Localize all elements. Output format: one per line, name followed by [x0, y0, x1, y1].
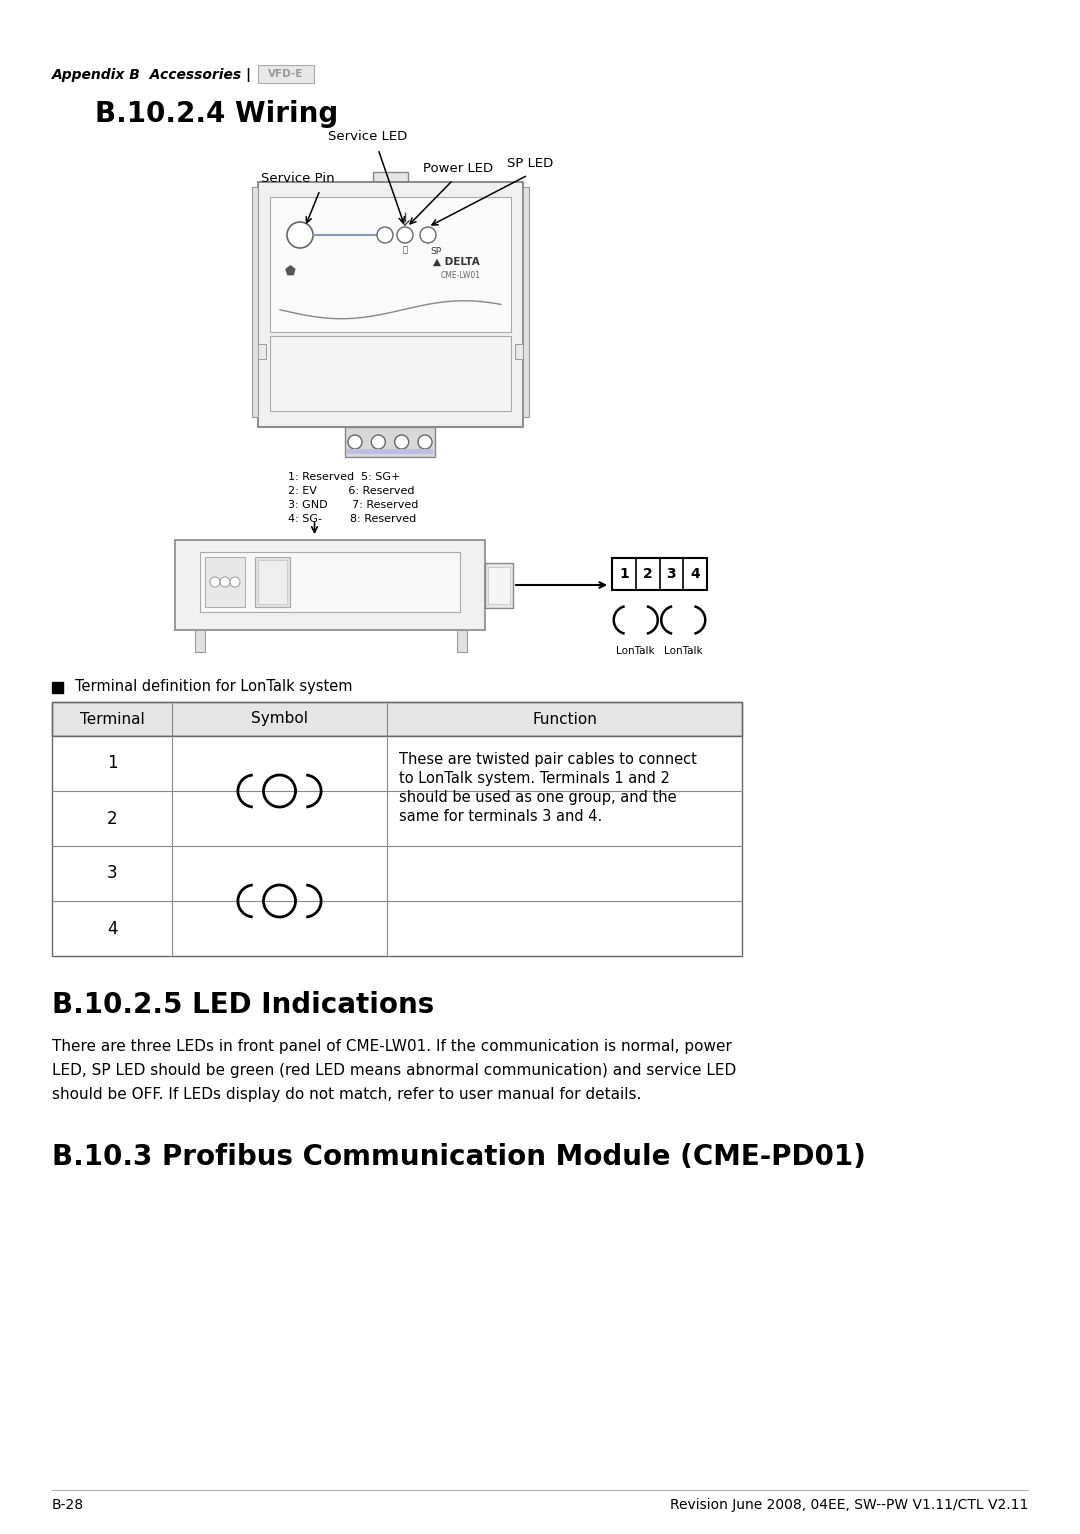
- Circle shape: [420, 227, 436, 242]
- Circle shape: [348, 436, 362, 449]
- Bar: [255, 557, 291, 607]
- Text: 2: EV         6: Reserved: 2: EV 6: Reserved: [288, 486, 415, 495]
- Circle shape: [397, 227, 413, 242]
- Bar: [270, 196, 511, 331]
- Circle shape: [210, 577, 220, 588]
- Bar: [515, 344, 523, 359]
- Text: 3: 3: [666, 568, 676, 581]
- Bar: [52, 703, 742, 736]
- Bar: [52, 736, 742, 956]
- Circle shape: [418, 436, 432, 449]
- Text: SP: SP: [430, 247, 441, 256]
- Bar: [485, 563, 513, 607]
- Text: B.10.2.4 Wiring: B.10.2.4 Wiring: [95, 100, 338, 127]
- Text: should be used as one group, and the: should be used as one group, and the: [399, 790, 677, 805]
- Circle shape: [220, 577, 230, 588]
- Text: LED, SP LED should be green (red LED means abnormal communication) and service L: LED, SP LED should be green (red LED mea…: [52, 1063, 737, 1078]
- Text: Service Pin: Service Pin: [261, 172, 335, 186]
- Text: There are three LEDs in front panel of CME-LW01. If the communication is normal,: There are three LEDs in front panel of C…: [52, 1039, 732, 1054]
- Text: 2: 2: [643, 568, 652, 581]
- Text: Terminal definition for LonTalk system: Terminal definition for LonTalk system: [75, 680, 352, 695]
- Bar: [175, 540, 485, 630]
- Text: Function: Function: [532, 712, 597, 727]
- Text: CME-LW01: CME-LW01: [441, 270, 481, 279]
- Text: VFD-E: VFD-E: [268, 69, 303, 78]
- Text: 2: 2: [107, 810, 118, 827]
- Text: B-28: B-28: [52, 1499, 84, 1513]
- Bar: [258, 183, 523, 426]
- Text: LonTalk: LonTalk: [664, 646, 703, 657]
- Circle shape: [394, 436, 408, 449]
- Text: Power LED: Power LED: [423, 163, 494, 175]
- Bar: [252, 187, 258, 417]
- Bar: [258, 64, 314, 83]
- Text: B.10.3 Profibus Communication Module (CME-PD01): B.10.3 Profibus Communication Module (CM…: [52, 1143, 866, 1170]
- Bar: [347, 449, 433, 454]
- Text: 4: 4: [690, 568, 700, 581]
- Bar: [345, 426, 435, 457]
- Text: Symbol: Symbol: [251, 712, 308, 727]
- Text: should be OFF. If LEDs display do not match, refer to user manual for details.: should be OFF. If LEDs display do not ma…: [52, 1088, 642, 1101]
- Bar: [205, 557, 245, 607]
- Circle shape: [377, 227, 393, 242]
- Bar: [195, 630, 205, 652]
- Bar: [52, 683, 63, 693]
- Bar: [258, 560, 287, 604]
- Bar: [258, 344, 266, 359]
- Bar: [52, 703, 742, 736]
- Text: ⓪: ⓪: [403, 245, 407, 255]
- Text: Appendix B  Accessories |: Appendix B Accessories |: [52, 67, 252, 81]
- Text: Service LED: Service LED: [328, 130, 407, 143]
- Text: SP LED: SP LED: [507, 156, 553, 170]
- Text: 4: 4: [107, 919, 118, 937]
- Text: LonTalk: LonTalk: [617, 646, 656, 657]
- Text: 3: GND       7: Reserved: 3: GND 7: Reserved: [288, 500, 418, 509]
- Text: B.10.2.5 LED Indications: B.10.2.5 LED Indications: [52, 991, 434, 1019]
- Circle shape: [287, 222, 313, 249]
- Text: ▲ DELTA: ▲ DELTA: [433, 258, 480, 267]
- Text: 4: SG-        8: Reserved: 4: SG- 8: Reserved: [288, 514, 416, 525]
- Text: 3: 3: [107, 865, 118, 882]
- Bar: [457, 630, 467, 652]
- Bar: [488, 566, 510, 603]
- Bar: [373, 172, 407, 183]
- Circle shape: [230, 577, 240, 588]
- Bar: [200, 552, 460, 612]
- Bar: [523, 187, 529, 417]
- Text: 1: 1: [619, 568, 629, 581]
- Text: These are twisted pair cables to connect: These are twisted pair cables to connect: [399, 752, 697, 767]
- Text: 1: 1: [107, 755, 118, 773]
- Text: 1: Reserved  5: SG+: 1: Reserved 5: SG+: [288, 472, 401, 482]
- Text: Terminal: Terminal: [80, 712, 145, 727]
- Text: to LonTalk system. Terminals 1 and 2: to LonTalk system. Terminals 1 and 2: [399, 772, 670, 785]
- Bar: [612, 558, 707, 591]
- Circle shape: [372, 436, 386, 449]
- Text: ⬟: ⬟: [284, 265, 296, 279]
- Text: same for terminals 3 and 4.: same for terminals 3 and 4.: [399, 808, 603, 824]
- Text: Revision June 2008, 04EE, SW--PW V1.11/CTL V2.11: Revision June 2008, 04EE, SW--PW V1.11/C…: [670, 1499, 1028, 1513]
- Bar: [270, 336, 511, 411]
